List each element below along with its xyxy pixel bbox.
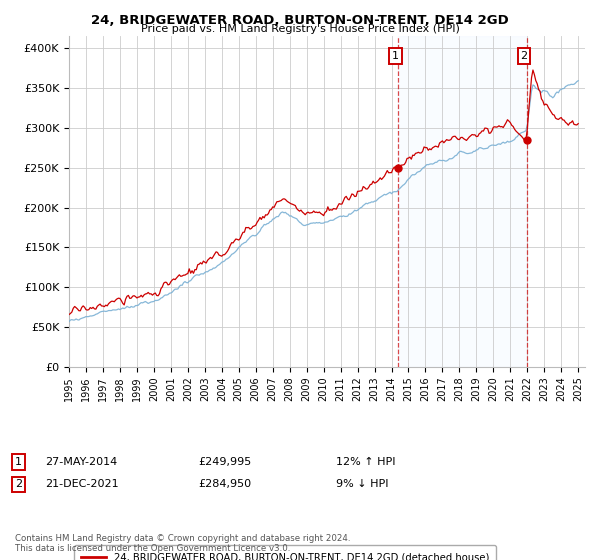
Text: 9% ↓ HPI: 9% ↓ HPI	[336, 479, 389, 489]
Text: 2: 2	[521, 51, 527, 61]
Text: 12% ↑ HPI: 12% ↑ HPI	[336, 457, 395, 467]
Text: Price paid vs. HM Land Registry's House Price Index (HPI): Price paid vs. HM Land Registry's House …	[140, 24, 460, 34]
Bar	[398, 36, 527, 367]
Text: Contains HM Land Registry data © Crown copyright and database right 2024.
This d: Contains HM Land Registry data © Crown c…	[15, 534, 350, 553]
Text: 27-MAY-2014: 27-MAY-2014	[45, 457, 117, 467]
Text: 1: 1	[15, 457, 22, 467]
Text: £249,995: £249,995	[198, 457, 251, 467]
Text: 21-DEC-2021: 21-DEC-2021	[45, 479, 119, 489]
Text: 2: 2	[15, 479, 22, 489]
Text: £284,950: £284,950	[198, 479, 251, 489]
Text: 1: 1	[392, 51, 399, 61]
Legend: 24, BRIDGEWATER ROAD, BURTON-ON-TRENT, DE14 2GD (detached house), HPI: Average p: 24, BRIDGEWATER ROAD, BURTON-ON-TRENT, D…	[74, 545, 496, 560]
Text: 24, BRIDGEWATER ROAD, BURTON-ON-TRENT, DE14 2GD: 24, BRIDGEWATER ROAD, BURTON-ON-TRENT, D…	[91, 14, 509, 27]
